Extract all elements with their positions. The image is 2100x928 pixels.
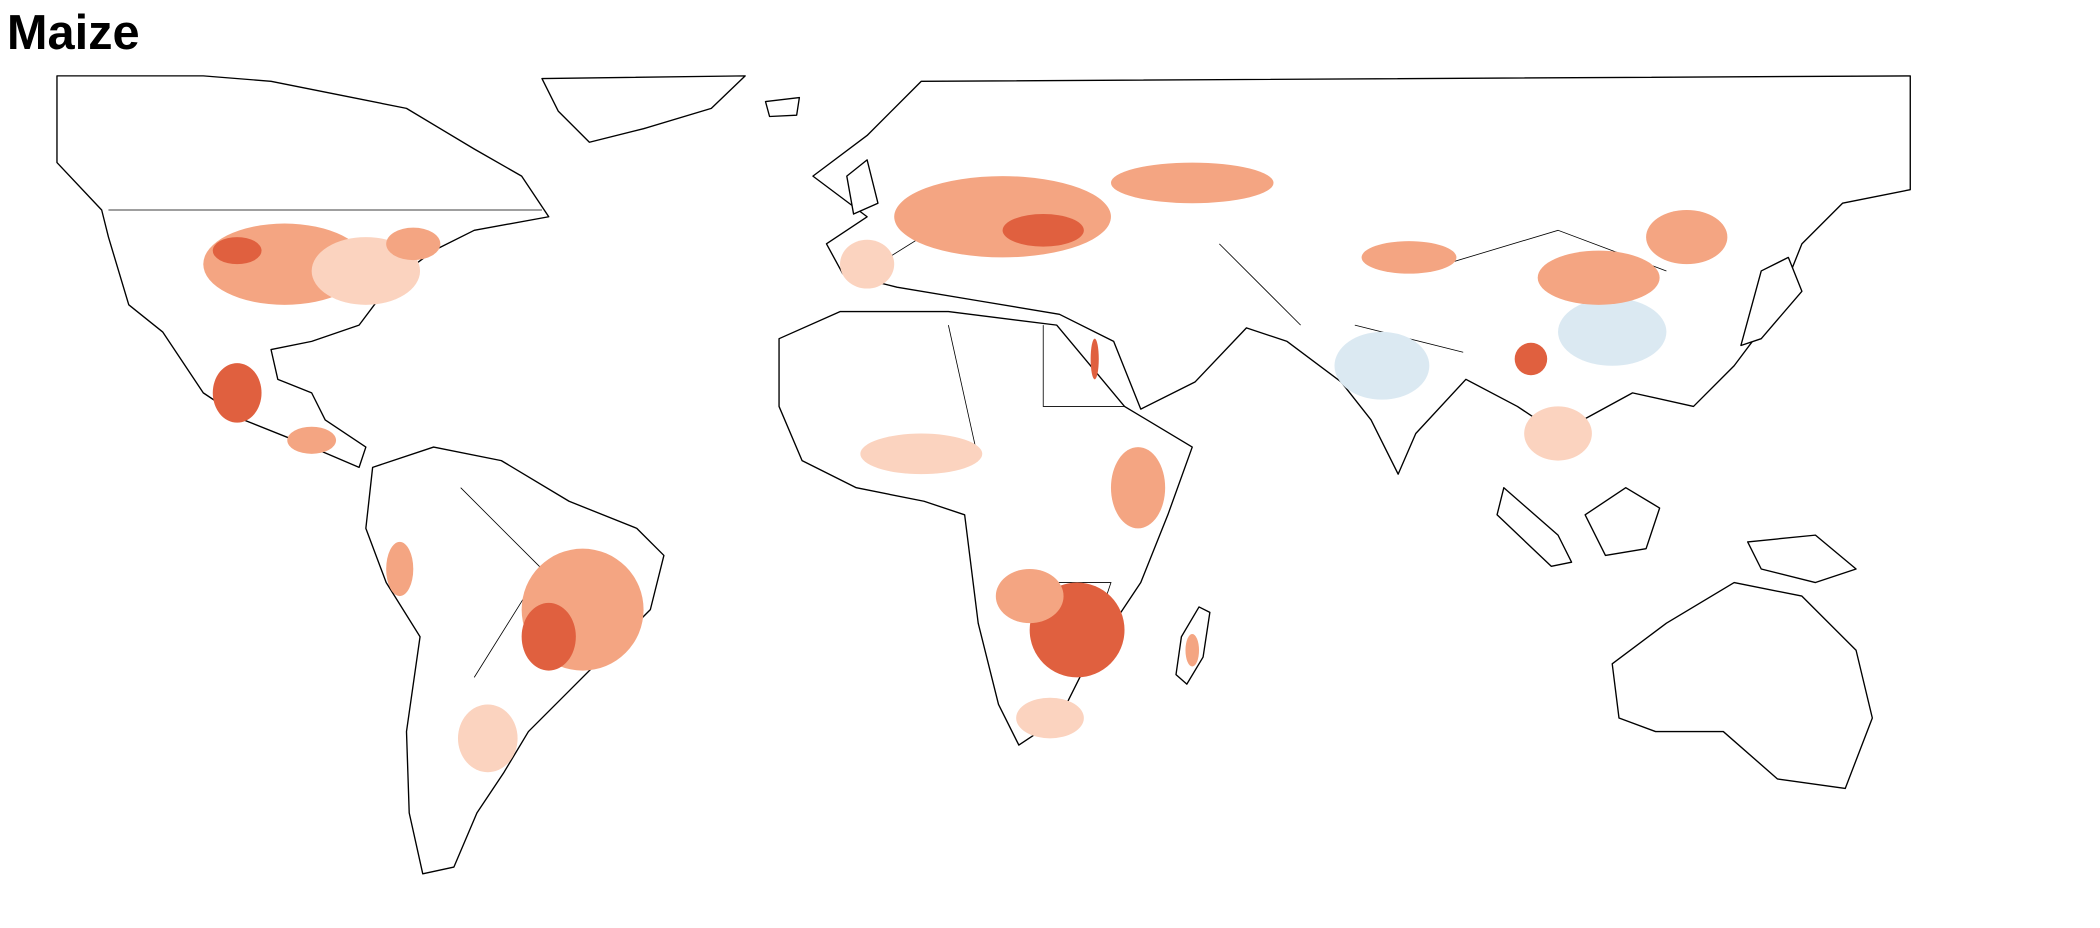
patch [1361, 241, 1457, 274]
map-title: Maize [7, 6, 140, 60]
patch [860, 433, 983, 475]
crop-patches [203, 162, 1728, 773]
patch [212, 237, 262, 265]
iceland [764, 96, 801, 118]
patch [1524, 406, 1592, 461]
patch [386, 227, 441, 261]
patch [1334, 331, 1430, 400]
patch [1646, 209, 1728, 265]
japan [1740, 256, 1803, 347]
greenland [541, 75, 746, 143]
patch [840, 239, 895, 289]
patch [1514, 342, 1548, 376]
patch [1090, 338, 1099, 380]
eurasia [812, 75, 1911, 475]
patch [1002, 214, 1084, 247]
patch [1537, 250, 1660, 305]
patch [1110, 162, 1274, 204]
patch [457, 704, 518, 773]
patch [212, 363, 262, 423]
patch [521, 602, 576, 671]
patch [287, 426, 337, 454]
patch [894, 176, 1111, 258]
uk [846, 159, 879, 215]
patch [1016, 697, 1084, 739]
patch [386, 541, 414, 597]
south-america [365, 446, 665, 875]
australia [1611, 581, 1874, 790]
patch [1185, 634, 1200, 667]
patch [1558, 298, 1667, 366]
sumatra [1496, 487, 1573, 567]
patch [1110, 447, 1166, 529]
patch [995, 568, 1064, 624]
borneo [1584, 487, 1661, 557]
new-guinea [1747, 534, 1857, 584]
